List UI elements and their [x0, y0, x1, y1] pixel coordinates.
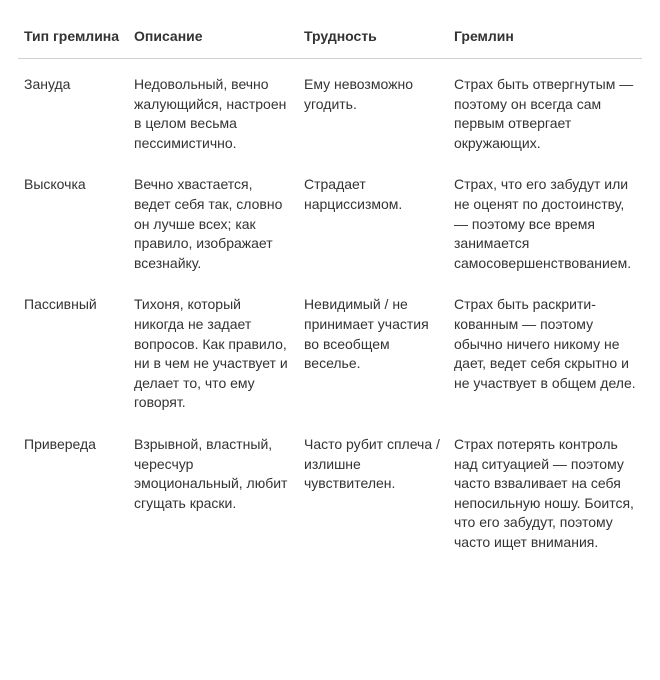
cell-difficulty: Часто рубит сплеча / излишне чувствителе…	[298, 419, 448, 559]
cell-description: Взрывной, власт­ный, чересчур эмоциональ…	[128, 419, 298, 559]
table-row: Пассивный Тихоня, который никогда не зад…	[18, 279, 642, 419]
cell-description: Тихоня, который никогда не задает вопрос…	[128, 279, 298, 419]
cell-gremlin: Страх быть отвергну­тым — поэтому он все…	[448, 59, 642, 160]
table-row: Выскочка Вечно хвастается, ведет себя та…	[18, 159, 642, 279]
table-row: Привереда Взрывной, власт­ный, чересчур …	[18, 419, 642, 559]
table-row: Зануда Недовольный, вечно жалующий­ся, н…	[18, 59, 642, 160]
header-difficulty: Трудность	[298, 20, 448, 59]
cell-type: Выскочка	[18, 159, 128, 279]
cell-type: Пассивный	[18, 279, 128, 419]
cell-difficulty: Ему невозможно угодить.	[298, 59, 448, 160]
cell-difficulty: Невидимый / не принимает участия во все­…	[298, 279, 448, 419]
gremlin-table: Тип гремлина Описание Трудность Гремлин …	[18, 20, 642, 558]
cell-type: Привереда	[18, 419, 128, 559]
header-gremlin: Гремлин	[448, 20, 642, 59]
table-header: Тип гремлина Описание Трудность Гремлин	[18, 20, 642, 59]
table-body: Зануда Недовольный, вечно жалующий­ся, н…	[18, 59, 642, 559]
header-description: Описание	[128, 20, 298, 59]
cell-description: Недовольный, вечно жалующий­ся, настроен…	[128, 59, 298, 160]
cell-type: Зануда	[18, 59, 128, 160]
cell-gremlin: Страх потерять кон­троль над ситуацией —…	[448, 419, 642, 559]
cell-gremlin: Страх, что его забудут или не оценят по …	[448, 159, 642, 279]
cell-difficulty: Страдает нарциссизмом.	[298, 159, 448, 279]
header-type: Тип гремлина	[18, 20, 128, 59]
cell-description: Вечно хвастается, ведет себя так, словно…	[128, 159, 298, 279]
cell-gremlin: Страх быть раскрити­кованным — поэтому о…	[448, 279, 642, 419]
